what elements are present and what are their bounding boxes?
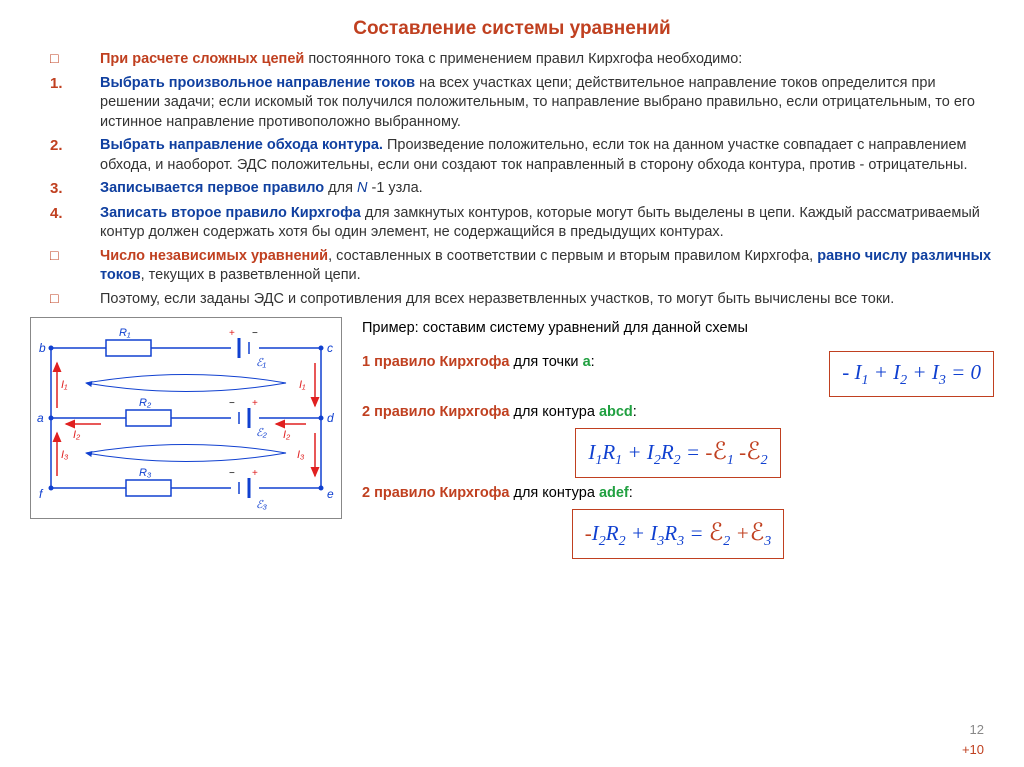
svg-text:d: d <box>327 411 334 425</box>
list-item: □Поэтому, если заданы ЭДС и сопротивлени… <box>30 290 994 310</box>
list-item: 2.Выбрать направление обхода контура. Пр… <box>30 136 994 175</box>
svg-text:−: − <box>252 328 258 339</box>
list-text: Поэтому, если заданы ЭДС и сопротивления… <box>100 290 994 310</box>
svg-text:R₂: R₂ <box>139 397 152 409</box>
list-text: При расчете сложных цепей постоянного то… <box>100 50 994 70</box>
list-item: 4.Записать второе правило Кирхгофа для з… <box>30 204 994 243</box>
list-marker: 1. <box>30 74 100 133</box>
svg-text:f: f <box>39 487 44 501</box>
list-text: Записывается первое правило для N -1 узл… <box>100 179 994 199</box>
svg-text:I₃: I₃ <box>61 449 69 461</box>
page-number-2: +10 <box>962 742 984 757</box>
slide-title: Составление системы уравнений <box>30 18 994 40</box>
list-item: 1.Выбрать произвольное направление токов… <box>30 74 994 133</box>
svg-text:+: + <box>252 468 258 479</box>
list-item: □Число независимых уравнений, составленн… <box>30 247 994 286</box>
list-marker: □ <box>30 50 100 70</box>
list-marker: 2. <box>30 136 100 175</box>
page-number: 12 <box>970 722 984 737</box>
svg-text:ℰ₃: ℰ₃ <box>256 499 268 511</box>
equation: - I1 + I2 + I3 = 0 <box>829 351 994 398</box>
list-text: Выбрать направление обхода контура. Прои… <box>100 136 994 175</box>
svg-text:I₁: I₁ <box>299 379 306 391</box>
svg-text:c: c <box>327 341 333 355</box>
svg-text:ℰ₁: ℰ₁ <box>256 357 267 369</box>
rule-line: 2 правило Кирхгофа для контура adef:-I2R… <box>362 482 994 559</box>
list-text: Записать второе правило Кирхгофа для зам… <box>100 204 994 243</box>
svg-text:+: + <box>252 398 258 409</box>
equation: I1R1 + I2R2 = -ℰ1 -ℰ2 <box>575 428 780 478</box>
svg-text:I₃: I₃ <box>297 449 305 461</box>
svg-text:I₂: I₂ <box>283 429 291 441</box>
list-marker: 3. <box>30 179 100 199</box>
svg-text:I₁: I₁ <box>61 379 68 391</box>
list-text: Выбрать произвольное направление токов н… <box>100 74 994 133</box>
svg-text:−: − <box>229 398 235 409</box>
list-text: Число независимых уравнений, составленны… <box>100 247 994 286</box>
svg-text:b: b <box>39 341 46 355</box>
list-item: □При расчете сложных цепей постоянного т… <box>30 50 994 70</box>
circuit-diagram: b c a d f e R₁ R₂ R₃ + − ℰ₁ − + ℰ₂ − + ℰ₃ I₁ I… <box>30 317 342 519</box>
list-marker: □ <box>30 247 100 286</box>
example-text: Пример: составим систему уравнений для д… <box>362 317 994 340</box>
content-body: □При расчете сложных цепей постоянного т… <box>30 50 994 309</box>
svg-text:R₃: R₃ <box>139 467 152 479</box>
rule-line: 2 правило Кирхгофа для контура abcd:I1R1… <box>362 401 994 478</box>
svg-text:R₁: R₁ <box>119 327 131 339</box>
svg-text:ℰ₂: ℰ₂ <box>256 427 268 439</box>
example-block: Пример: составим систему уравнений для д… <box>342 317 994 562</box>
list-marker: 4. <box>30 204 100 243</box>
svg-text:e: e <box>327 487 334 501</box>
list-item: 3.Записывается первое правило для N -1 у… <box>30 179 994 199</box>
equation: -I2R2 + I3R3 = ℰ2 +ℰ3 <box>572 509 784 559</box>
svg-text:I₂: I₂ <box>73 429 81 441</box>
list-marker: □ <box>30 290 100 310</box>
rule-line: 1 правило Кирхгофа для точки a: - I1 + I… <box>362 351 994 398</box>
svg-text:a: a <box>37 411 44 425</box>
svg-text:−: − <box>229 468 235 479</box>
svg-text:+: + <box>229 328 235 339</box>
